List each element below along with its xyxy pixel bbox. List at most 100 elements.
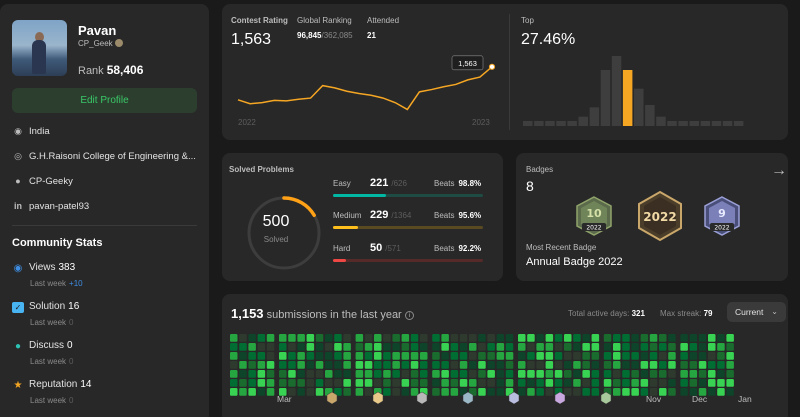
chevron-down-icon: ⌄ [771,307,778,316]
max-streak: Max streak: 79 [660,309,713,318]
profile-name: Pavan [78,23,117,38]
heatmap-cell [622,343,630,351]
heatmap-cell [364,388,373,396]
heatmap-cell [545,370,554,378]
heatmap-cell [334,388,342,396]
heatmap-cell [680,379,688,387]
heatmap-cell [505,343,514,351]
badge-annual-icon[interactable]: 2022 [635,190,685,242]
heatmap-cell [239,379,247,387]
heatmap-cell [573,379,581,387]
heatmap-cell [518,352,526,360]
heatmap-cell [230,343,238,351]
heatmap-cell [726,334,734,342]
heatmap-cell [689,388,698,396]
heatmap-cell [306,370,315,378]
heatmap-cell [239,352,247,360]
info-icon[interactable]: i [404,311,414,320]
heatmap-cell [505,379,514,387]
heatmap-cell [726,388,734,396]
heatmap-cell [432,388,440,396]
heatmap-cell [603,343,612,351]
hard-beats: Beats 92.2% [434,244,482,253]
heatmap-cell [631,379,639,387]
heatmap-cell [459,379,468,387]
heatmap-cell [248,370,256,378]
heatmap-cell [343,370,351,378]
heatmap-cell [554,334,563,342]
badge-10-icon[interactable]: 10 2022 [574,195,614,237]
heatmap-cell [649,343,658,351]
top-bar [656,116,666,126]
heatmap-cell [441,388,449,396]
contest-badge-icon [508,391,520,405]
heatmap-cell [582,370,590,378]
contest-badge-icon [372,391,384,405]
heatmap-cell [518,388,526,396]
medium-beats: Beats 95.6% [434,211,482,220]
heatmap-cell [266,352,275,360]
heatmap-cell [591,370,600,378]
heatmap-cell [591,334,600,342]
heatmap-cell [315,379,324,387]
heatmap-cell [689,343,698,351]
heatmap-cell [582,361,590,369]
school-row: ◎ G.H.Raisoni College of Engineering &... [12,151,202,162]
submission-heatmap[interactable] [230,334,786,399]
most-recent-badge-value: Annual Badge 2022 [526,256,623,268]
heatmap-cell [603,370,612,378]
arrow-right-icon[interactable]: → [771,162,787,179]
heatmap-cell [496,388,505,396]
heatmap-cell [469,379,477,387]
heatmap-cell [364,379,373,387]
github-row[interactable]: ● CP-Geeky [12,176,202,187]
heatmap-cell [659,388,667,396]
heatmap-cell [257,343,266,351]
avatar[interactable] [12,20,67,76]
heatmap-cell [708,343,716,351]
rating-current-point[interactable] [488,63,496,70]
top-histogram[interactable] [523,50,768,128]
hard-progress-fill [333,259,347,262]
heatmap-cell [487,388,495,396]
heatmap-cell [420,361,428,369]
profile-card: Pavan CP_Geek Rank 58,406 Edit Profile ◉ I… [0,4,209,417]
heatmap-cell [230,352,238,360]
heatmap-cell [257,352,266,360]
heatmap-cell [631,352,639,360]
heatmap-cell [649,361,658,369]
heatmap-cell [613,343,621,351]
heatmap-cell [527,370,535,378]
linkedin-row[interactable]: in pavan-patel93 [14,201,90,212]
heatmap-cell [420,379,428,387]
svg-text:1,563: 1,563 [458,59,477,68]
heatmap-cell [432,379,440,387]
x-tick-start: 2022 [238,118,256,127]
heatmap-cell [297,334,305,342]
badge-annual-text: 2022 [643,210,676,224]
rating-line-chart[interactable]: 1,563 [234,50,504,120]
heatmap-cell [306,352,315,360]
heatmap-cell [239,361,247,369]
period-select[interactable]: Current ⌄ [727,302,786,322]
heatmap-cell [306,343,315,351]
badges-label: Badges [526,165,554,174]
heatmap-cell [613,388,621,396]
heatmap-cell [649,352,658,360]
solved-ring-progress [247,196,321,270]
edit-profile-button[interactable]: Edit Profile [12,88,197,113]
heatmap-cell [518,379,526,387]
heatmap-cell [622,370,630,378]
heatmap-cell [334,370,342,378]
heatmap-cell [640,370,649,378]
heatmap-cell [257,379,266,387]
heatmap-cell [622,361,630,369]
heatmap-cell [374,361,382,369]
heatmap-cell [383,370,391,378]
badge-9-icon[interactable]: 9 2022 [702,195,742,237]
heatmap-cell [297,370,305,378]
heatmap-cell [410,352,419,360]
heatmap-cell [649,379,658,387]
heatmap-cell [680,334,688,342]
heatmap-cell [334,334,342,342]
